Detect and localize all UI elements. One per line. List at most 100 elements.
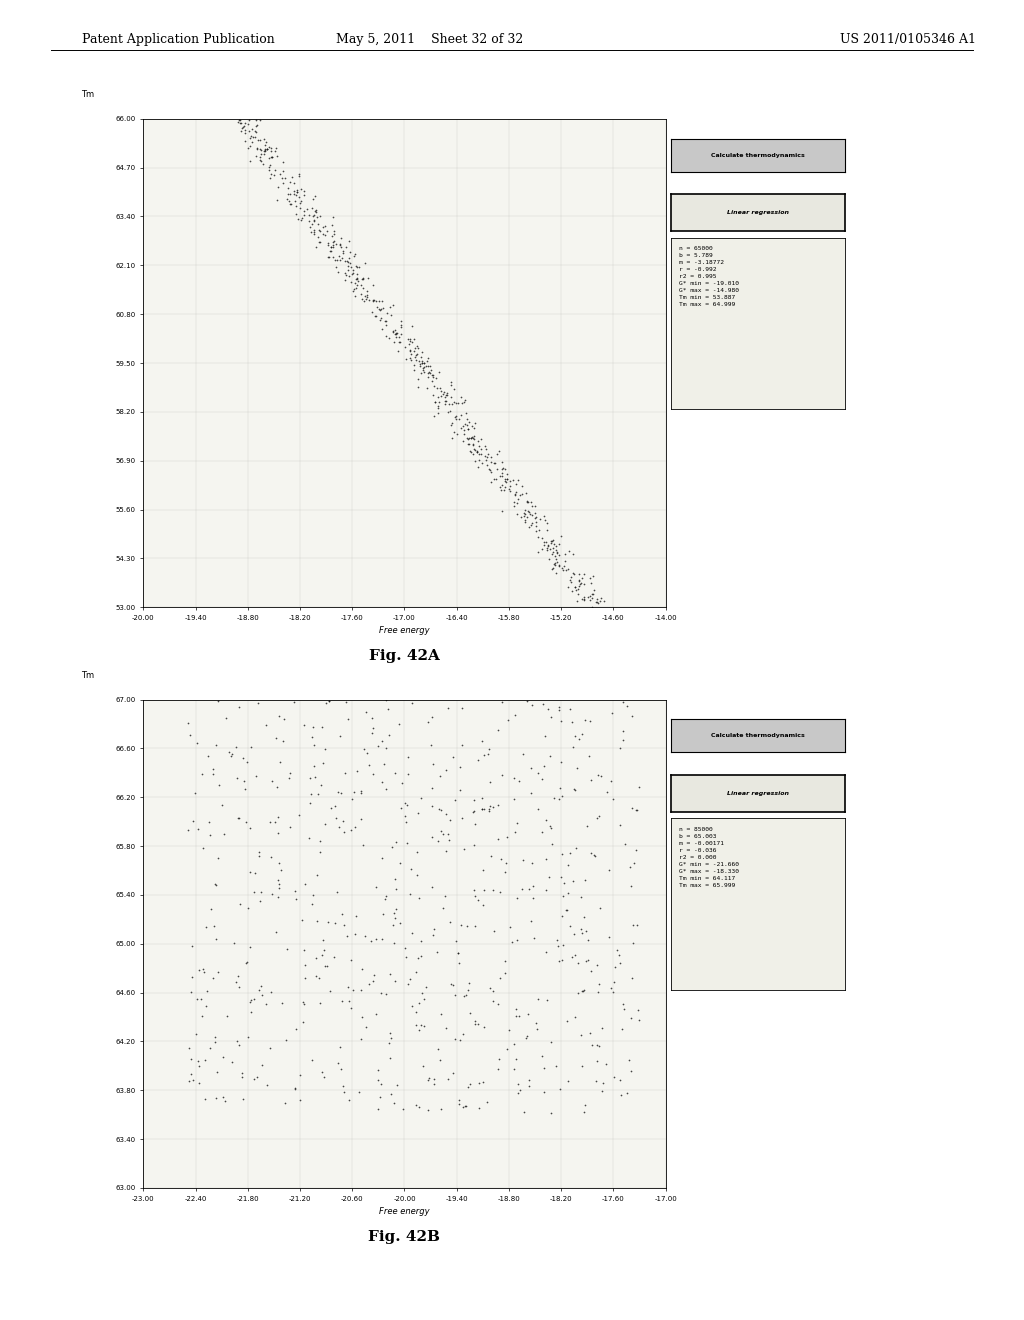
Point — [360, 973, 377, 994]
Point — [333, 783, 349, 804]
Point — [482, 471, 499, 492]
Point — [510, 1073, 526, 1094]
Point — [519, 690, 536, 711]
Point — [476, 799, 493, 820]
Point — [388, 326, 404, 347]
Point — [248, 116, 264, 137]
Point — [318, 220, 335, 242]
Point — [308, 965, 325, 986]
Point — [400, 747, 417, 768]
Point — [621, 1049, 637, 1071]
Point — [414, 350, 430, 371]
Point — [520, 500, 537, 521]
Point — [530, 989, 547, 1010]
Point — [237, 112, 253, 133]
Point — [303, 1049, 319, 1071]
Point — [429, 830, 445, 851]
Point — [233, 112, 250, 133]
Point — [605, 1067, 622, 1088]
Point — [246, 1069, 262, 1090]
Point — [498, 471, 514, 492]
Point — [336, 263, 352, 284]
Point — [282, 172, 298, 193]
Point — [337, 269, 353, 290]
Point — [368, 1003, 384, 1024]
Point — [474, 799, 490, 820]
Point — [340, 709, 356, 730]
Point — [443, 428, 460, 449]
Point — [357, 702, 374, 723]
Point — [506, 788, 522, 809]
Point — [332, 249, 348, 271]
Point — [284, 166, 300, 187]
Point — [429, 941, 445, 962]
Point — [425, 384, 441, 405]
Text: May 5, 2011    Sheet 32 of 32: May 5, 2011 Sheet 32 of 32 — [337, 33, 523, 46]
Point — [590, 593, 606, 614]
Point — [570, 570, 587, 591]
Point — [538, 879, 554, 900]
Point — [388, 322, 404, 343]
Point — [246, 989, 262, 1010]
Point — [243, 991, 259, 1012]
Point — [510, 1082, 526, 1104]
Point — [214, 795, 230, 816]
Point — [270, 176, 287, 197]
Point — [249, 115, 265, 136]
Point — [292, 197, 308, 218]
Point — [353, 958, 370, 979]
Point — [458, 1096, 474, 1117]
Point — [356, 285, 373, 306]
Point — [317, 738, 334, 759]
Point — [548, 536, 564, 557]
X-axis label: Free energy: Free energy — [379, 1208, 430, 1216]
Point — [444, 413, 461, 434]
Point — [410, 368, 426, 389]
Point — [216, 822, 232, 843]
Point — [447, 407, 464, 428]
Point — [519, 1026, 536, 1047]
Point — [442, 371, 459, 392]
Point — [309, 784, 326, 805]
Point — [441, 400, 458, 421]
Point — [443, 387, 460, 408]
Point — [382, 297, 398, 318]
Point — [378, 886, 394, 907]
Text: n = 65000
b = 5.789
m = -3.18772
r = -0.992
r2 = 0.995
G* min = -19.010
G* max =: n = 65000 b = 5.789 m = -3.18772 r = -0.… — [680, 246, 739, 308]
Point — [507, 705, 523, 726]
Point — [550, 700, 566, 721]
Point — [490, 1049, 507, 1071]
Point — [248, 145, 264, 166]
Point — [611, 737, 628, 758]
Point — [596, 590, 612, 611]
Point — [242, 818, 258, 840]
Point — [401, 883, 418, 904]
Point — [494, 764, 510, 785]
Point — [474, 1072, 490, 1093]
Point — [325, 235, 341, 256]
Point — [378, 310, 394, 331]
Point — [369, 297, 385, 318]
Point — [407, 354, 423, 375]
Point — [236, 771, 252, 792]
Point — [348, 760, 365, 781]
Point — [262, 810, 279, 832]
Point — [545, 557, 561, 578]
Point — [574, 981, 591, 1002]
Point — [302, 768, 318, 789]
Point — [478, 446, 495, 467]
Point — [586, 845, 602, 866]
Point — [528, 507, 545, 528]
Point — [583, 960, 599, 981]
Point — [327, 249, 343, 271]
Point — [548, 539, 564, 560]
Point — [471, 1097, 487, 1118]
Point — [521, 1069, 538, 1090]
Point — [618, 1082, 635, 1104]
Point — [414, 342, 430, 363]
Point — [386, 319, 402, 341]
Point — [492, 466, 508, 487]
Point — [426, 917, 442, 939]
Point — [540, 536, 556, 557]
Point — [534, 768, 550, 789]
